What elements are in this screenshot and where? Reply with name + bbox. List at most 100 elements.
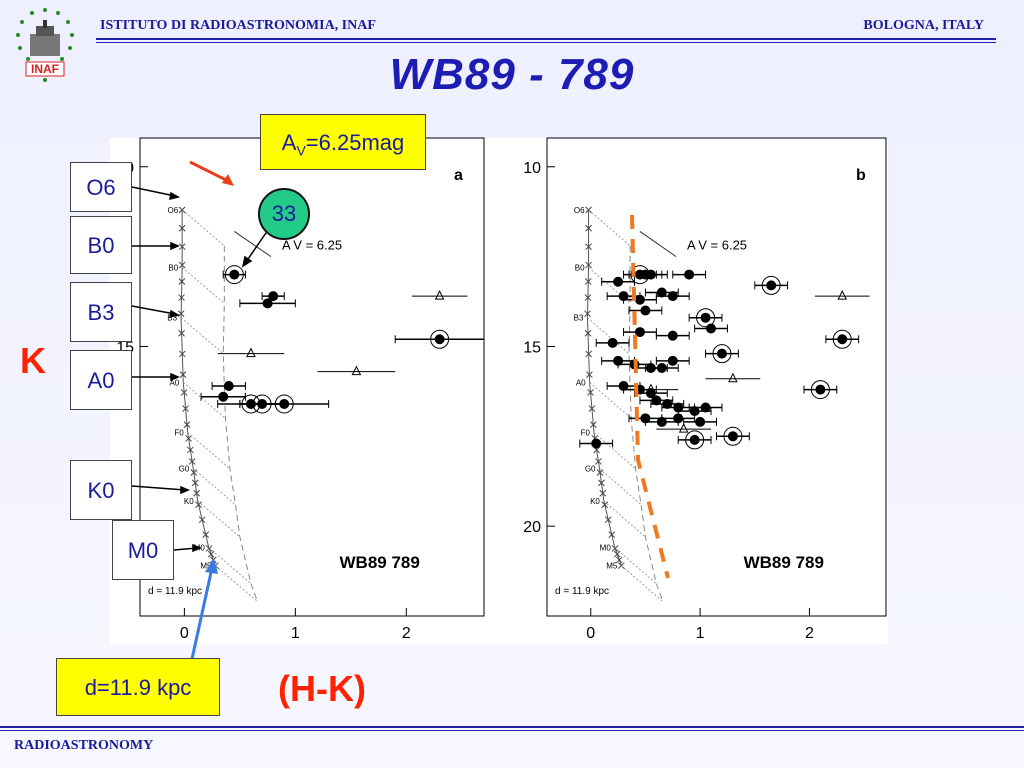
header-rule-thin (96, 42, 996, 43)
ms-marker (618, 562, 625, 570)
data-point (656, 363, 667, 374)
figure-background (110, 138, 888, 644)
data-point (640, 305, 651, 316)
pointer-o6 (131, 186, 176, 197)
data-point (695, 416, 706, 427)
circled-ring (810, 380, 830, 400)
ms-label: A0 (169, 378, 179, 387)
pointer-o6-head (169, 191, 180, 201)
triangle-point (351, 365, 362, 376)
ms-marker (595, 458, 602, 465)
pointer-a0-head (170, 372, 180, 382)
data-point (634, 327, 645, 338)
reddening-vector (599, 468, 642, 505)
reddening-vector (183, 382, 226, 419)
pointer-b3-head (169, 309, 180, 319)
ms-label: B0 (168, 263, 178, 272)
location: BOLOGNA, ITALY (863, 18, 984, 33)
reddening-vector (587, 317, 630, 354)
data-point (268, 291, 279, 302)
y-tick-label: 20 (523, 519, 541, 536)
data-point (673, 413, 684, 424)
circled-ring (832, 329, 852, 349)
pointer-b0-head (170, 241, 180, 251)
ms-marker (183, 421, 191, 429)
ms-marker (198, 516, 206, 524)
ms-marker (178, 350, 186, 358)
blue-arrow-head (205, 558, 218, 574)
pointer-b3 (131, 305, 176, 315)
ms-marker (584, 329, 592, 337)
extinction-rest: =6.25mag (305, 130, 405, 155)
x-axis-label: (H-K) (278, 668, 366, 709)
ms-marker (190, 469, 198, 476)
circled-ring (224, 265, 244, 285)
footer-text: RADIOASTRONOMY (14, 738, 154, 753)
circled-ring (685, 430, 705, 450)
triangle-point (434, 290, 445, 300)
triangle-point (728, 372, 738, 383)
x-tick-label: 0 (180, 625, 189, 642)
ms-marker (588, 405, 596, 412)
reddening-vector (180, 317, 224, 354)
x-tick-label: 1 (291, 625, 300, 642)
ms-label: B0 (575, 263, 585, 272)
ms-label: A0 (576, 378, 586, 387)
ms-marker (585, 350, 593, 358)
panel-letter: a (454, 167, 463, 184)
reddening-vector (193, 468, 236, 505)
data-point (223, 380, 234, 391)
distance-annotation: d = 11.9 kpc (555, 586, 609, 597)
plot-frame (546, 137, 887, 617)
page-title: WB89 - 789 (389, 50, 635, 99)
ms-marker (182, 405, 189, 412)
ms-marker (585, 224, 592, 232)
circled-ring (274, 394, 294, 414)
data-point (218, 391, 229, 402)
panel-letter: b (856, 167, 866, 184)
data-point (700, 312, 711, 323)
data-point (667, 355, 678, 366)
data-point (815, 384, 826, 395)
triangle-point (837, 290, 848, 300)
reddening-arrow (639, 231, 677, 258)
reddening-vector (621, 565, 664, 602)
ms-marker (179, 371, 187, 378)
ms-marker (598, 479, 605, 487)
av-annotation: A V = 6.25 (282, 237, 342, 252)
circled-ring (712, 344, 732, 364)
ms-marker (178, 224, 186, 232)
pointer-33-head (241, 255, 253, 268)
circled-ring (696, 308, 716, 328)
data-point (689, 406, 700, 417)
ms-marker (608, 531, 616, 538)
y-tick-label: 10 (523, 160, 541, 177)
reddening-arrow (234, 231, 272, 258)
ms-marker (613, 550, 621, 558)
ms-marker (207, 550, 215, 558)
reddening-vector (589, 382, 632, 419)
ms-label: O6 (574, 206, 585, 215)
logo-text: INAF (31, 62, 59, 76)
blue-arrow-line (188, 567, 214, 669)
data-point (667, 330, 678, 341)
ms-marker (587, 389, 594, 396)
ms-marker (615, 556, 623, 564)
ms-marker (584, 278, 592, 285)
reddening-vector (215, 565, 258, 602)
data-point (656, 287, 667, 298)
ms-marker (584, 294, 592, 301)
circled-ring (723, 426, 743, 446)
x-tick-label: 2 (805, 625, 814, 642)
data-point (613, 276, 624, 287)
reddening-vector (181, 267, 225, 304)
reddened-sequence (222, 245, 259, 602)
ms-marker (191, 479, 199, 487)
pointer-33 (245, 229, 269, 263)
data-point (667, 291, 678, 302)
ms-marker (185, 435, 192, 442)
x-tick-label: 1 (696, 625, 705, 642)
ms-marker (599, 489, 607, 497)
av-annotation: A V = 6.25 (687, 237, 747, 252)
